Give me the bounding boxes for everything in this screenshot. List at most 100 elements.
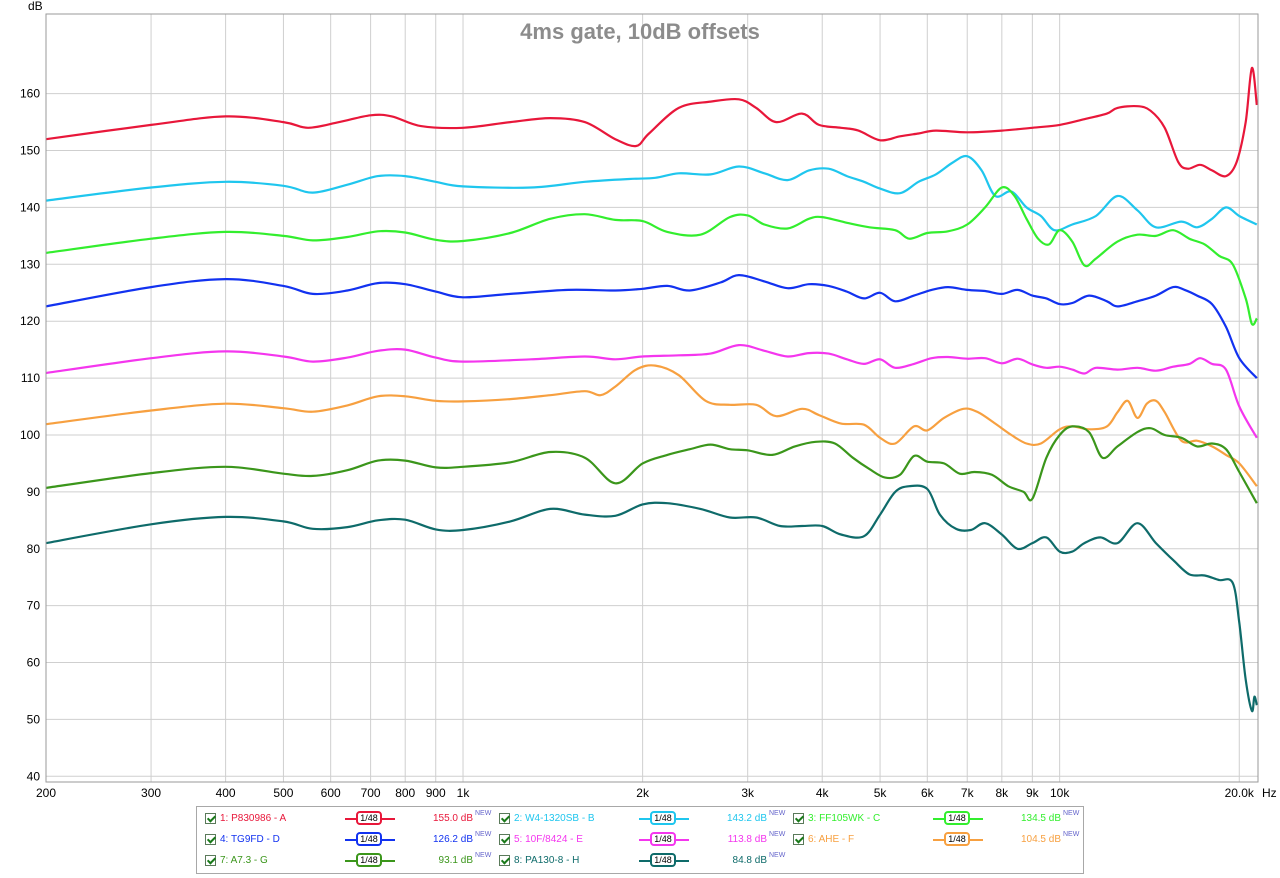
smoothing-indicator[interactable]: 1/48 xyxy=(639,853,689,869)
x-tick-label: 7k xyxy=(961,786,975,800)
smoothing-indicator[interactable]: 1/48 xyxy=(639,832,689,848)
legend-new-badge: NEW xyxy=(1063,810,1080,817)
legend-new-badge: NEW xyxy=(769,852,786,859)
legend-entry: 6: AHE - F 1/48 104.5 dB NEW xyxy=(793,831,1083,849)
legend-series-name: 2: W4-1320SB - B xyxy=(514,813,595,824)
legend-new-badge: NEW xyxy=(475,831,492,838)
series-line-7 xyxy=(45,425,1258,504)
legend-series-name: 7: A7.3 - G xyxy=(220,855,268,866)
smoothing-label: 1/48 xyxy=(650,832,676,846)
smoothing-indicator[interactable]: 1/48 xyxy=(345,811,395,827)
y-tick-label: 130 xyxy=(20,257,40,271)
x-tick-label: 500 xyxy=(273,786,293,800)
series-line-4 xyxy=(45,273,1258,379)
smoothing-label: 1/48 xyxy=(356,811,382,825)
series-line-8 xyxy=(45,484,1258,713)
smoothing-label: 1/48 xyxy=(650,853,676,867)
legend-level-value: 134.5 dB xyxy=(1020,813,1061,824)
x-tick-label: 6k xyxy=(921,786,935,800)
x-tick-label: 600 xyxy=(321,786,341,800)
legend-level-value: 93.1 dB xyxy=(438,855,473,866)
y-tick-label: 50 xyxy=(27,712,41,726)
legend-new-badge: NEW xyxy=(475,852,492,859)
legend-series-name: 5: 10F/8424 - E xyxy=(514,834,583,845)
legend-entry: 1: P830986 - A 1/48 155.0 dB NEW xyxy=(205,810,495,828)
legend-series-name: 8: PA130-8 - H xyxy=(514,855,580,866)
legend-series-name: 4: TG9FD - D xyxy=(220,834,280,845)
y-tick-label: 60 xyxy=(27,656,41,670)
x-tick-label: 700 xyxy=(361,786,381,800)
legend-entry: 7: A7.3 - G 1/48 93.1 dB NEW xyxy=(205,852,495,870)
checkbox-checked-icon[interactable] xyxy=(205,855,216,866)
x-tick-label: 1k xyxy=(457,786,471,800)
legend-series-name: 3: FF105WK - C xyxy=(808,813,881,824)
y-tick-label: 80 xyxy=(27,542,41,556)
legend-series-name: 1: P830986 - A xyxy=(220,813,287,824)
checkbox-checked-icon[interactable] xyxy=(205,834,216,845)
legend-level-value: 155.0 dB xyxy=(432,813,473,824)
chart-title: 4ms gate, 10dB offsets xyxy=(520,19,760,44)
x-tick-label: 800 xyxy=(395,786,415,800)
x-tick-label: 2k xyxy=(636,786,650,800)
series-line-3 xyxy=(45,186,1258,326)
smoothing-indicator[interactable]: 1/48 xyxy=(639,811,689,827)
legend-entry: 5: 10F/8424 - E 1/48 113.8 dB NEW xyxy=(499,831,789,849)
x-tick-label: 4k xyxy=(816,786,830,800)
smoothing-indicator[interactable]: 1/48 xyxy=(345,853,395,869)
series-lines xyxy=(45,66,1258,713)
checkbox-checked-icon[interactable] xyxy=(793,813,804,824)
y-tick-label: 110 xyxy=(21,371,40,385)
smoothing-label: 1/48 xyxy=(356,853,382,867)
x-tick-label: 400 xyxy=(216,786,236,800)
smoothing-label: 1/48 xyxy=(650,811,676,825)
x-tick-label: 20.0k xyxy=(1225,786,1255,800)
x-tick-label: 9k xyxy=(1026,786,1040,800)
checkbox-checked-icon[interactable] xyxy=(499,855,510,866)
legend-series-name: 6: AHE - F xyxy=(808,834,855,845)
legend-entry: 3: FF105WK - C 1/48 134.5 dB NEW xyxy=(793,810,1083,828)
x-tick-label: 10k xyxy=(1050,786,1070,800)
series-line-6 xyxy=(45,364,1258,487)
legend-new-badge: NEW xyxy=(769,810,786,817)
checkbox-checked-icon[interactable] xyxy=(205,813,216,824)
y-tick-label: 70 xyxy=(27,599,41,613)
x-tick-label: 5k xyxy=(874,786,888,800)
x-tick-label: 200 xyxy=(36,786,56,800)
smoothing-label: 1/48 xyxy=(944,832,970,846)
x-tick-label: 8k xyxy=(995,786,1009,800)
y-tick-label: 160 xyxy=(20,87,40,101)
legend-new-badge: NEW xyxy=(475,810,492,817)
legend-new-badge: NEW xyxy=(1063,831,1080,838)
legend-entry: 2: W4-1320SB - B 1/48 143.2 dB NEW xyxy=(499,810,789,828)
x-tick-label: 3k xyxy=(741,786,755,800)
y-tick-label: 90 xyxy=(27,485,41,499)
y-tick-label: 150 xyxy=(20,144,40,158)
checkbox-checked-icon[interactable] xyxy=(793,834,804,845)
smoothing-indicator[interactable]: 1/48 xyxy=(933,811,983,827)
series-line-5 xyxy=(45,343,1258,439)
legend-new-badge: NEW xyxy=(769,831,786,838)
checkbox-checked-icon[interactable] xyxy=(499,834,510,845)
smoothing-indicator[interactable]: 1/48 xyxy=(345,832,395,848)
legend-level-value: 113.8 dB xyxy=(727,834,767,845)
x-tick-label: 300 xyxy=(141,786,161,800)
legend-level-value: 84.8 dB xyxy=(732,855,767,866)
legend-level-value: 143.2 dB xyxy=(726,813,767,824)
series-line-1 xyxy=(45,66,1258,178)
legend: 1: P830986 - A 1/48 155.0 dB NEW 2: W4-1320S… xyxy=(196,806,1084,874)
y-tick-label: 140 xyxy=(20,200,40,214)
x-axis-unit-label: Hz xyxy=(1262,786,1277,800)
y-tick-label: 40 xyxy=(27,769,41,783)
checkbox-checked-icon[interactable] xyxy=(499,813,510,824)
x-tick-labels: 200 300 400 500 600 700 800 900 1k 2k 3k 4k 5k 6k 7k 8k… xyxy=(36,786,1255,800)
smoothing-indicator[interactable]: 1/48 xyxy=(933,832,983,848)
y-tick-label: 100 xyxy=(20,428,40,442)
legend-entry: 8: PA130-8 - H 1/48 84.8 dB NEW xyxy=(499,852,789,870)
smoothing-label: 1/48 xyxy=(944,811,970,825)
plot-frame xyxy=(45,13,1259,783)
legend-entry: 4: TG9FD - D 1/48 126.2 dB NEW xyxy=(205,831,495,849)
smoothing-label: 1/48 xyxy=(356,832,382,846)
series-line-2 xyxy=(45,154,1258,232)
legend-level-value: 104.5 dB xyxy=(1020,834,1061,845)
